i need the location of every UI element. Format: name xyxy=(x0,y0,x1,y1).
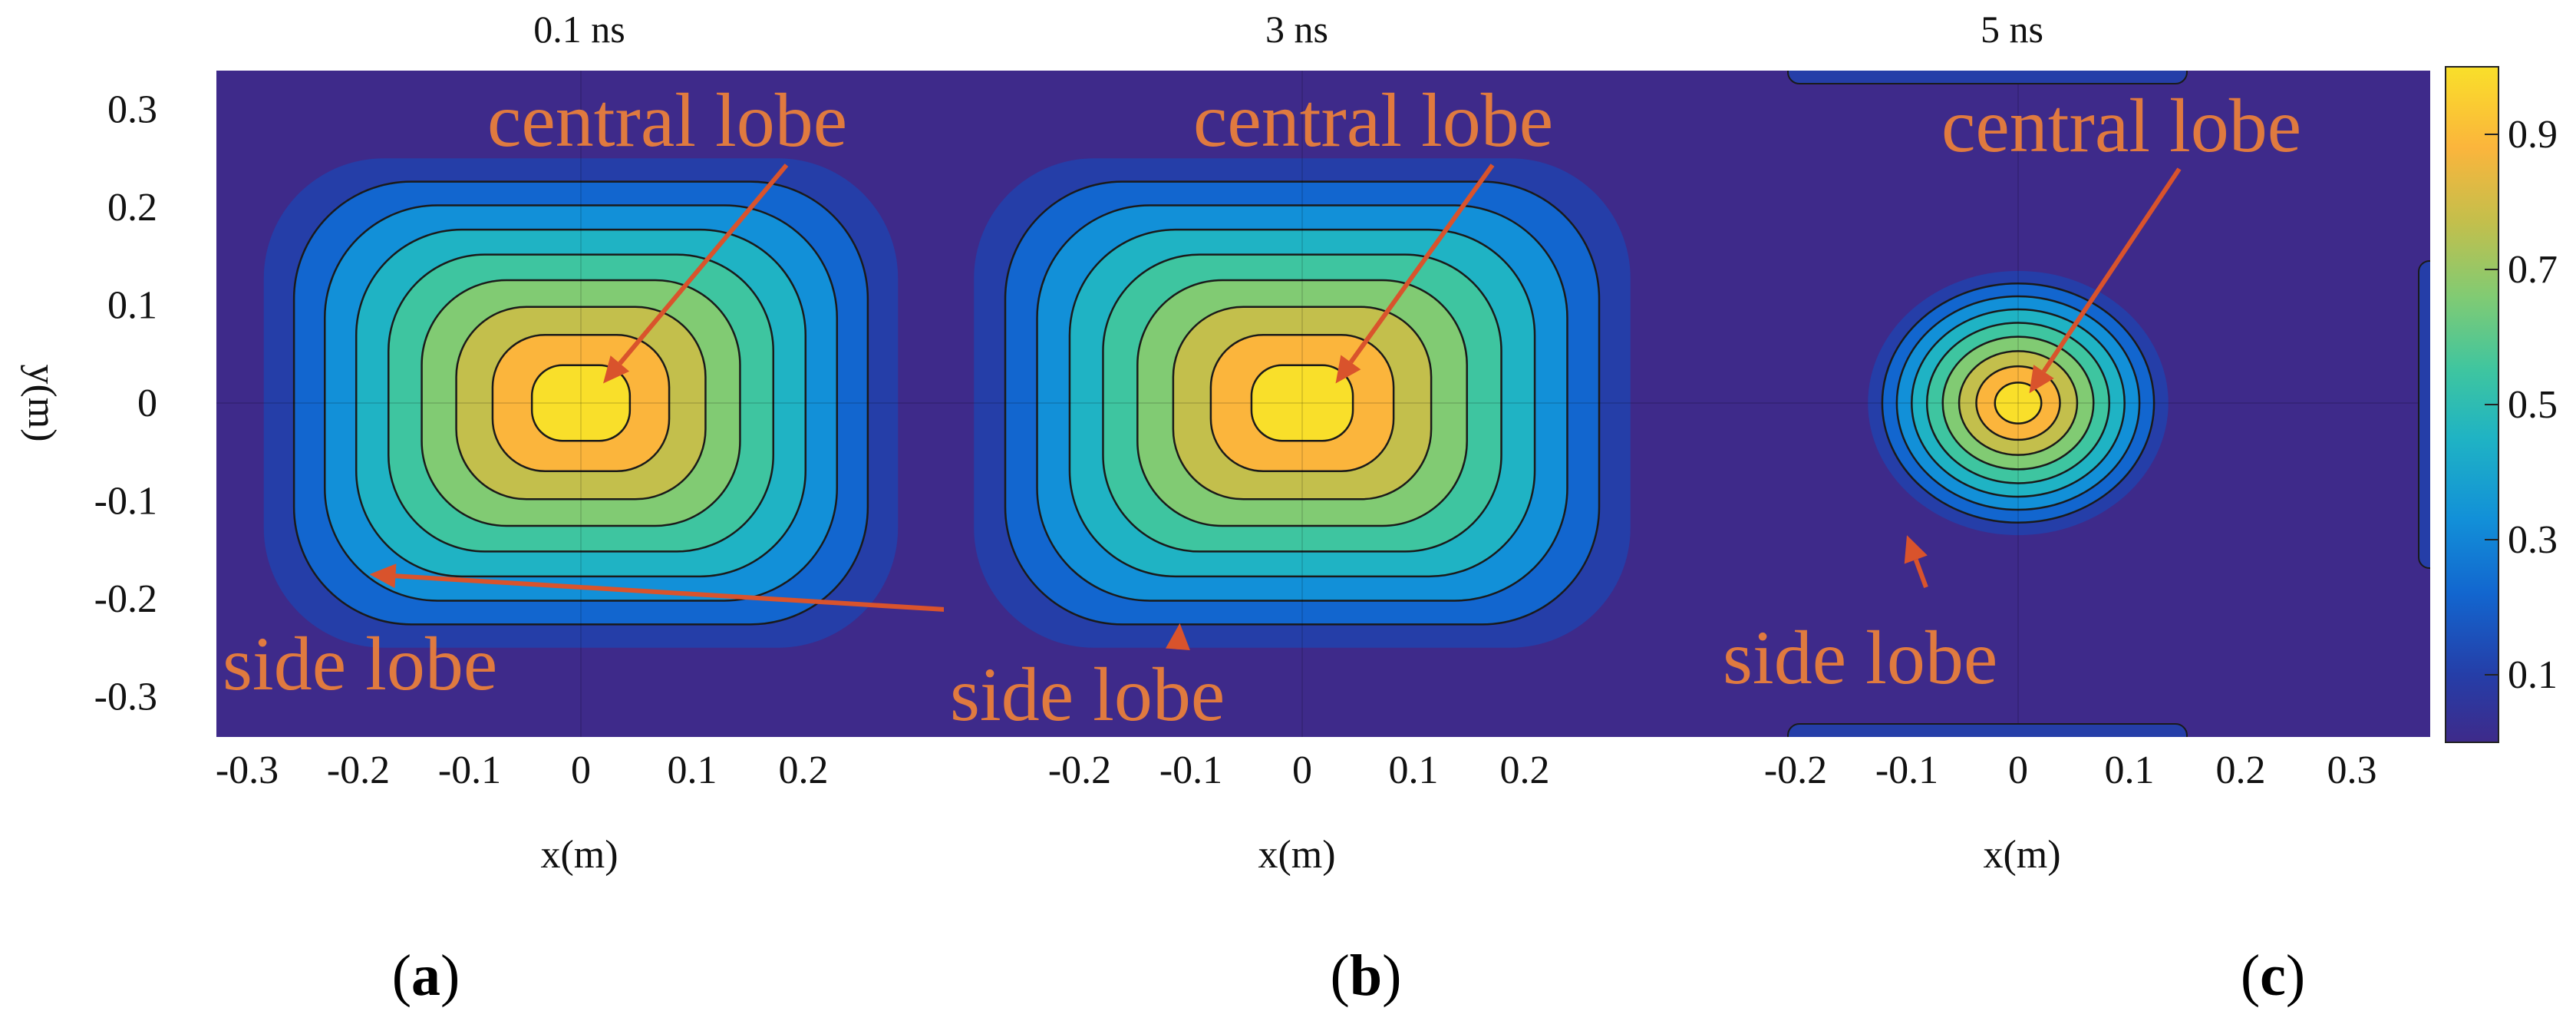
central-lobe-label-b: central lobe xyxy=(1193,78,1553,163)
x-tick-label: 0.1 xyxy=(1389,748,1439,792)
x-tick-label: -0.2 xyxy=(327,748,390,792)
edge-lobe-bottom xyxy=(1787,723,2188,737)
x-axis-label-c: x(m) xyxy=(1983,833,2060,877)
x-tick-label: 0.1 xyxy=(2105,748,2155,792)
y-tick-label: 0 xyxy=(137,382,157,425)
x-axis-ticks-b: -0.2 -0.1 0 0.1 0.2 xyxy=(1048,748,1550,792)
x-tick-label: 0.2 xyxy=(779,748,829,792)
panel-c-title: 5 ns xyxy=(1981,8,2043,51)
side-lobe-label-b: side lobe xyxy=(950,652,1225,737)
y-tick-label: -0.2 xyxy=(94,577,157,621)
annotation-arrow-head xyxy=(1904,535,1928,564)
contour-level-9 xyxy=(530,364,632,442)
colorbar-tick-label: 0.7 xyxy=(2508,248,2558,292)
contour-field-b xyxy=(944,71,1663,737)
annotation-arrow-head xyxy=(603,355,630,384)
colorbar-ticks: 0.9 0.7 0.5 0.3 0.1 xyxy=(2485,113,2558,697)
colorbar: 0.9 0.7 0.5 0.3 0.1 xyxy=(2445,66,2558,743)
annotation-arrow-line xyxy=(2041,167,2182,373)
x-axis-label-a: x(m) xyxy=(540,833,618,877)
x-tick-label: 0 xyxy=(2008,748,2028,792)
panel-a-title: 0.1 ns xyxy=(533,8,625,51)
contour-field-a xyxy=(216,71,944,737)
colorbar-tick-label: 0.9 xyxy=(2508,113,2558,157)
x-tick-label: 0.2 xyxy=(2216,748,2266,792)
annotation-arrow-head xyxy=(1165,623,1190,650)
x-tick-label: 0.1 xyxy=(668,748,717,792)
annotation-arrow-head xyxy=(369,563,397,589)
annotation-arrow-line xyxy=(395,573,1021,616)
x-axis-ticks-a: -0.3 -0.2 -0.1 0 0.1 0.2 xyxy=(216,748,829,792)
panel-b: 3 ns -0.2 -0.1 0 0.1 0.2 x(m) central lobe s… xyxy=(944,8,1663,1008)
colorbar-tick-label: 0.1 xyxy=(2508,653,2558,697)
edge-lobe-top xyxy=(1787,71,2188,84)
x-tick-label: -0.1 xyxy=(438,748,501,792)
panel-a-label: (a) xyxy=(392,943,460,1008)
panel-c: 5 ns -0.2 -0.1 0 0.1 0.2 0.3 x(m) central lob… xyxy=(1663,8,2430,1008)
annotation-arrows-b xyxy=(1165,164,1495,650)
colorbar-tick-label: 0.5 xyxy=(2508,383,2558,427)
colorbar-tick-label: 0.3 xyxy=(2508,518,2558,562)
edge-lobe-right xyxy=(2418,260,2430,569)
central-lobe-label-c: central lobe xyxy=(1941,83,2301,168)
annotation-arrows-c xyxy=(1904,167,2182,589)
annotation-arrow-line xyxy=(1348,164,1495,364)
x-tick-label: 0 xyxy=(571,748,591,792)
x-tick-label: -0.2 xyxy=(1048,748,1111,792)
y-tick-label: 0.3 xyxy=(107,88,157,132)
x-axis-ticks-c: -0.2 -0.1 0 0.1 0.2 0.3 xyxy=(1764,748,2377,792)
x-tick-label: 0.2 xyxy=(1500,748,1550,792)
x-tick-label: 0.3 xyxy=(2327,748,2377,792)
side-lobe-label-c: side lobe xyxy=(1723,615,1997,700)
central-lobe-label-a: central lobe xyxy=(487,78,847,163)
y-tick-label: 0.1 xyxy=(107,284,157,328)
x-axis-label-b: x(m) xyxy=(1258,833,1335,877)
y-tick-label: -0.1 xyxy=(94,480,157,524)
panel-b-label: (b) xyxy=(1331,943,1402,1008)
y-axis-label: y(m) xyxy=(20,364,64,441)
y-tick-label: -0.3 xyxy=(94,676,157,719)
y-tick-label: 0.2 xyxy=(107,186,157,230)
contour-level-9 xyxy=(1250,364,1354,442)
panel-b-title: 3 ns xyxy=(1265,8,1328,51)
x-tick-label: -0.1 xyxy=(1159,748,1222,792)
x-tick-label: -0.3 xyxy=(216,748,279,792)
panel-a: 0.1 ns 0.30.20.10-0.1-0.2-0.3 -0.3 -0.2 -0… xyxy=(20,8,1021,1008)
annotation-arrow-line xyxy=(618,164,789,365)
panel-c-label: (c) xyxy=(2241,943,2305,1008)
annotation-arrow-line xyxy=(1913,558,1928,589)
x-tick-label: -0.2 xyxy=(1764,748,1827,792)
y-axis-ticks: 0.3 0.2 0.1 0 -0.1 -0.2 -0.3 xyxy=(94,88,157,719)
x-tick-label: 0 xyxy=(1292,748,1312,792)
side-lobe-label-a: side lobe xyxy=(223,621,497,706)
annotation-arrow-head xyxy=(2029,365,2054,394)
annotation-arrows-a xyxy=(369,164,1021,616)
x-tick-label: -0.1 xyxy=(1875,748,1938,792)
annotation-arrow-head xyxy=(1335,355,1361,384)
contour-field-c xyxy=(1663,71,2430,737)
